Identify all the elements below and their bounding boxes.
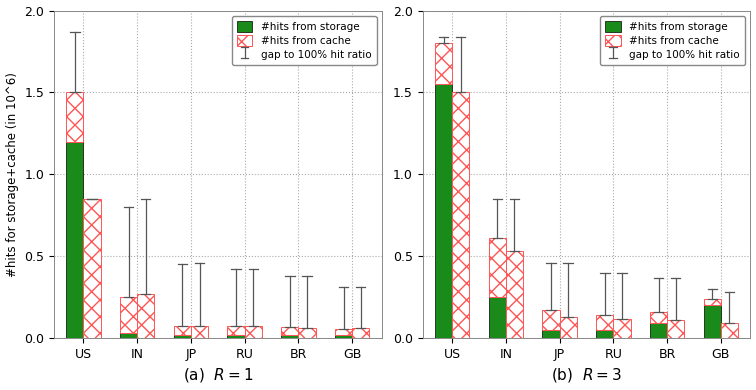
- Bar: [67, 142, 83, 338]
- Y-axis label: #hits for storage+cache (in 10^6): #hits for storage+cache (in 10^6): [5, 72, 19, 277]
- Bar: [559, 317, 577, 338]
- Bar: [83, 199, 101, 338]
- Bar: [704, 299, 721, 305]
- Bar: [721, 323, 738, 338]
- Bar: [335, 329, 352, 335]
- Bar: [488, 238, 506, 297]
- Legend: #hits from storage, #hits from cache, gap to 100% hit ratio: #hits from storage, #hits from cache, ga…: [231, 16, 376, 65]
- Bar: [281, 327, 299, 335]
- Bar: [667, 320, 684, 338]
- Bar: [596, 330, 613, 338]
- Bar: [596, 315, 613, 330]
- Bar: [67, 92, 83, 142]
- Bar: [452, 92, 469, 338]
- X-axis label: (a)  $R = 1$: (a) $R = 1$: [182, 367, 253, 385]
- Bar: [488, 297, 506, 338]
- X-axis label: (b)  $R = 3$: (b) $R = 3$: [551, 367, 622, 385]
- Bar: [542, 310, 559, 330]
- Bar: [506, 251, 523, 338]
- Bar: [650, 312, 667, 323]
- Bar: [281, 335, 299, 338]
- Bar: [120, 297, 137, 333]
- Legend: #hits from storage, #hits from cache, gap to 100% hit ratio: #hits from storage, #hits from cache, ga…: [600, 16, 745, 65]
- Bar: [299, 328, 315, 338]
- Bar: [613, 319, 631, 338]
- Bar: [542, 330, 559, 338]
- Bar: [335, 335, 352, 338]
- Bar: [137, 294, 154, 338]
- Bar: [650, 323, 667, 338]
- Bar: [245, 326, 262, 338]
- Bar: [435, 43, 452, 84]
- Bar: [228, 335, 245, 338]
- Bar: [704, 305, 721, 338]
- Bar: [435, 84, 452, 338]
- Bar: [120, 333, 137, 338]
- Bar: [174, 335, 191, 338]
- Bar: [228, 326, 245, 335]
- Bar: [352, 328, 370, 338]
- Bar: [174, 326, 191, 335]
- Bar: [191, 326, 208, 338]
